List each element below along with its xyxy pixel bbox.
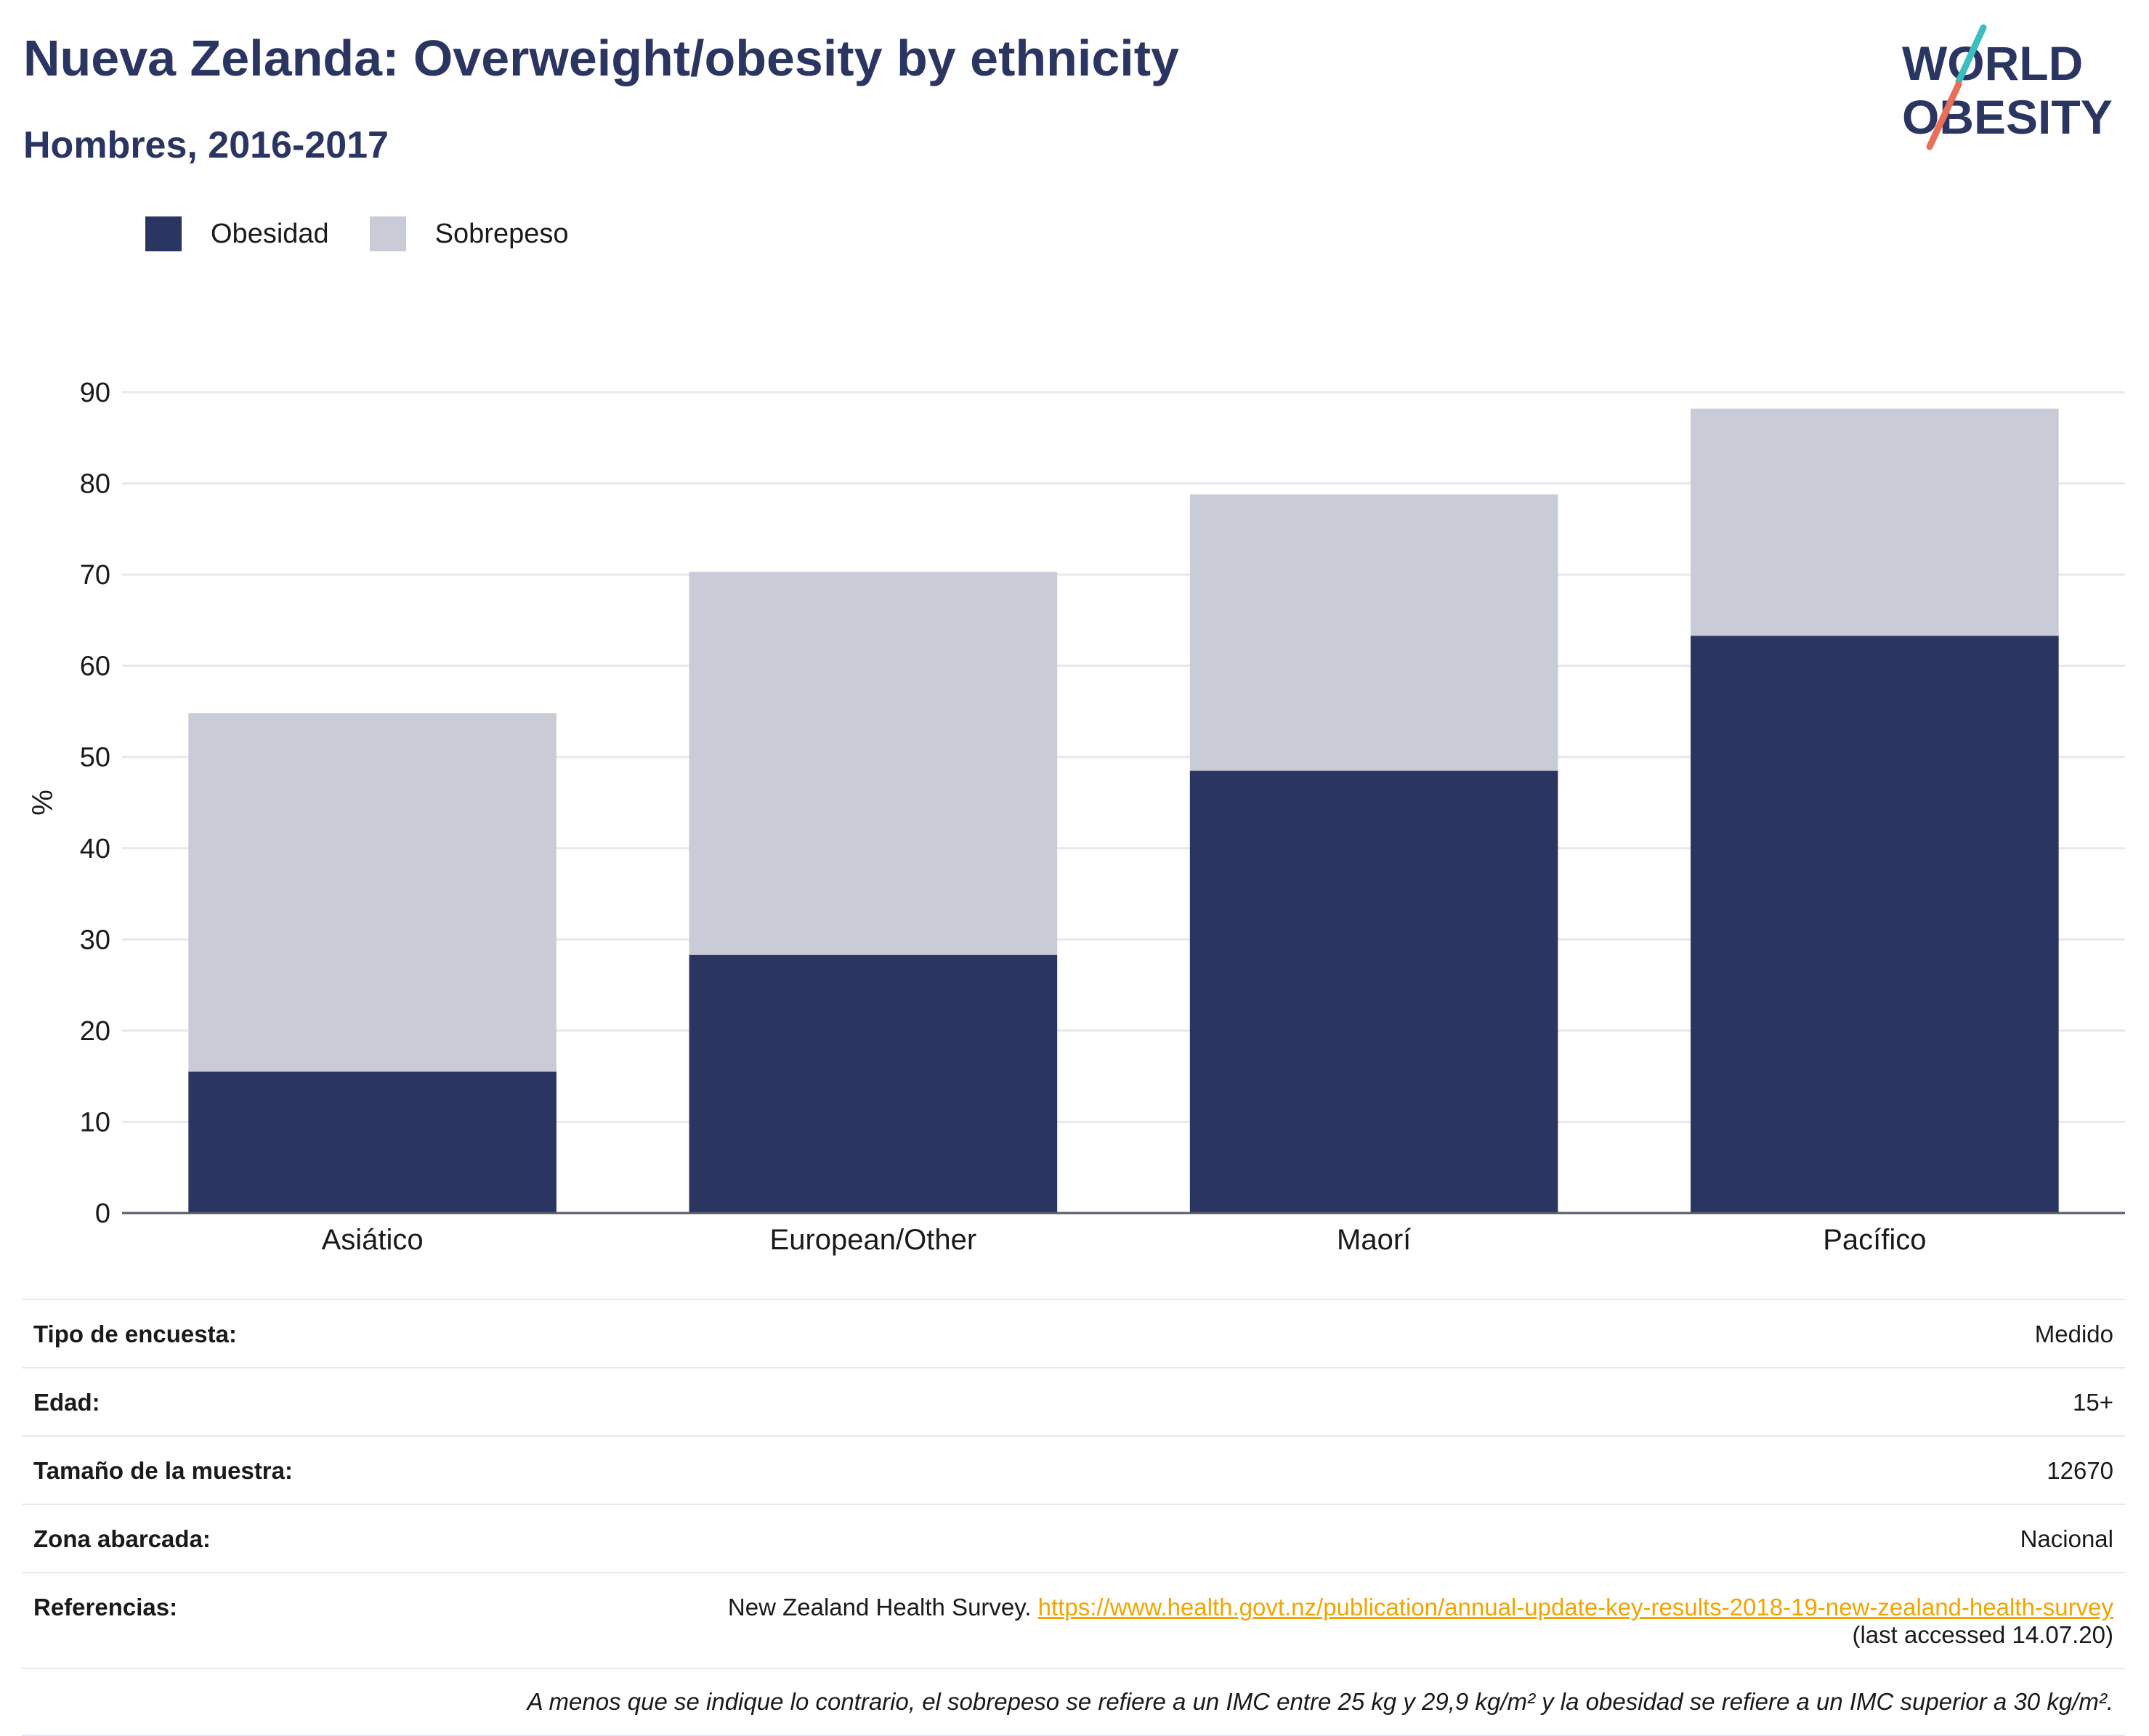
x-tick-label: Maorí xyxy=(1337,1224,1411,1256)
info-value: Nacional xyxy=(2020,1525,2113,1552)
bar-chart: 0 10 20 30 40 50 60 70 80 90% Asiático European/Oth… xyxy=(27,378,2125,1256)
y-tick-label: 80 xyxy=(80,469,110,500)
info-row-sample-size: Tamaño de la muestra: 12670 xyxy=(22,1437,2125,1505)
y-tick-label: 50 xyxy=(80,742,110,773)
definition-note: A menos que se indique lo contrario, el … xyxy=(22,1669,2125,1736)
y-tick-label: 30 xyxy=(80,925,110,955)
x-tick-label: Pacífico xyxy=(1823,1224,1926,1256)
info-row-survey-type: Tipo de encuesta: Medido xyxy=(22,1299,2125,1368)
bar-sobrepeso-2 xyxy=(1189,494,1558,771)
x-tick-label: European/Other xyxy=(770,1224,977,1256)
info-row-references: Referencias: New Zealand Health Survey. … xyxy=(22,1573,2125,1669)
logo-text-world: WORLD xyxy=(1902,36,2083,90)
references-value: New Zealand Health Survey. https://www.h… xyxy=(728,1594,2113,1649)
survey-info-table: Tipo de encuesta: Medido Edad: 15+ Tamañ… xyxy=(22,1299,2125,1736)
y-tick-label: 70 xyxy=(80,560,110,591)
reference-source: New Zealand Health Survey. xyxy=(727,1594,1032,1621)
world-obesity-logo: WORLD OBESITY xyxy=(1902,24,2113,150)
logo-slash-teal xyxy=(1955,24,1987,85)
legend-swatch-obesidad xyxy=(145,216,182,251)
y-axis-label: % xyxy=(27,790,59,816)
info-value: 12670 xyxy=(2047,1457,2113,1484)
bar-obesidad-0 xyxy=(188,1071,557,1213)
x-tick-label: Asiático xyxy=(322,1224,424,1256)
reference-accessed: (last accessed 14.07.20) xyxy=(1852,1621,2113,1648)
chart-title: Nueva Zelanda: Overweight/obesity by eth… xyxy=(23,30,1179,86)
info-label: Edad: xyxy=(33,1389,100,1416)
y-tick-label: 20 xyxy=(80,1016,110,1047)
info-row-area: Zona abarcada: Nacional xyxy=(22,1505,2125,1573)
reference-link[interactable]: https://www.health.govt.nz/publication/a… xyxy=(1037,1594,2113,1621)
info-row-age: Edad: 15+ xyxy=(22,1368,2125,1437)
info-value: 15+ xyxy=(2073,1389,2113,1416)
y-tick-label: 60 xyxy=(80,652,110,682)
info-value: Medido xyxy=(2034,1321,2113,1347)
bar-sobrepeso-0 xyxy=(188,713,557,1072)
y-tick-label: 10 xyxy=(80,1107,110,1137)
bar-sobrepeso-3 xyxy=(1691,408,2059,636)
legend: Obesidad Sobrepeso xyxy=(145,216,609,251)
legend-item-sobrepeso[interactable]: Sobrepeso xyxy=(369,216,569,251)
info-label: Zona abarcada: xyxy=(33,1525,211,1552)
info-label: Tipo de encuesta: xyxy=(33,1321,237,1347)
legend-label-sobrepeso: Sobrepeso xyxy=(434,218,569,249)
bar-obesidad-1 xyxy=(689,954,1058,1213)
info-label: Tamaño de la muestra: xyxy=(33,1457,293,1484)
bar-sobrepeso-1 xyxy=(689,572,1058,955)
y-tick-label: 40 xyxy=(80,834,110,864)
y-tick-label: 90 xyxy=(80,378,110,408)
bar-obesidad-3 xyxy=(1691,636,2059,1213)
legend-label-obesidad: Obesidad xyxy=(211,218,329,249)
bar-obesidad-2 xyxy=(1189,771,1558,1213)
logo-slash-coral xyxy=(1926,81,1962,150)
y-tick-label: 0 xyxy=(95,1198,110,1229)
chart-subtitle: Hombres, 2016-2017 xyxy=(23,124,389,166)
legend-swatch-sobrepeso xyxy=(369,216,406,251)
legend-item-obesidad[interactable]: Obesidad xyxy=(145,216,329,251)
info-label: Referencias: xyxy=(33,1594,178,1621)
